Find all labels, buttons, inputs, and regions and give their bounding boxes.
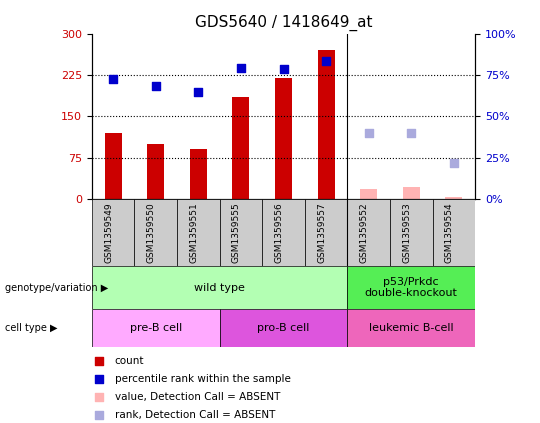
Point (194, 88, 202, 95)
Bar (275, 78, 292, 199)
Point (279, 66, 288, 72)
Text: cell type ▶: cell type ▶ (5, 323, 58, 333)
FancyBboxPatch shape (92, 199, 134, 266)
Text: GSM1359549: GSM1359549 (104, 202, 113, 263)
Text: GSM1359553: GSM1359553 (402, 202, 411, 263)
Point (237, 65, 245, 72)
Bar (318, 50, 335, 199)
Point (95, 412, 104, 419)
Text: rank, Detection Call = ABSENT: rank, Detection Call = ABSENT (115, 410, 275, 420)
Bar (360, 189, 377, 199)
Text: count: count (115, 356, 144, 366)
Text: GSM1359554: GSM1359554 (445, 202, 454, 263)
Point (95, 394, 104, 401)
Text: value, Detection Call = ABSENT: value, Detection Call = ABSENT (115, 392, 280, 402)
Point (364, 129, 373, 136)
Bar (232, 97, 249, 199)
FancyBboxPatch shape (92, 266, 347, 309)
FancyBboxPatch shape (433, 199, 475, 266)
Text: GSM1359551: GSM1359551 (190, 202, 198, 263)
Text: GSM1359557: GSM1359557 (317, 202, 326, 263)
Point (95, 376, 104, 383)
Title: GDS5640 / 1418649_at: GDS5640 / 1418649_at (195, 15, 372, 31)
FancyBboxPatch shape (220, 309, 347, 347)
FancyBboxPatch shape (262, 199, 305, 266)
Point (322, 58, 330, 65)
Point (151, 83, 160, 90)
Bar (147, 144, 164, 199)
FancyBboxPatch shape (347, 309, 475, 347)
FancyBboxPatch shape (347, 199, 390, 266)
Text: GSM1359552: GSM1359552 (360, 202, 369, 263)
FancyBboxPatch shape (305, 199, 347, 266)
Bar (446, 197, 462, 199)
Text: leukemic B-cell: leukemic B-cell (369, 323, 454, 333)
FancyBboxPatch shape (390, 199, 433, 266)
Text: GSM1359550: GSM1359550 (147, 202, 156, 263)
Text: p53/Prkdc
double-knockout: p53/Prkdc double-knockout (365, 277, 458, 299)
FancyBboxPatch shape (220, 199, 262, 266)
Bar (190, 149, 207, 199)
Text: percentile rank within the sample: percentile rank within the sample (115, 374, 291, 384)
Bar (105, 133, 122, 199)
FancyBboxPatch shape (177, 199, 220, 266)
Text: GSM1359556: GSM1359556 (274, 202, 284, 263)
FancyBboxPatch shape (134, 199, 177, 266)
Text: GSM1359555: GSM1359555 (232, 202, 241, 263)
Text: genotype/variation ▶: genotype/variation ▶ (5, 283, 109, 293)
Point (95, 358, 104, 365)
Text: pro-B cell: pro-B cell (258, 323, 309, 333)
Text: pre-B cell: pre-B cell (130, 323, 182, 333)
Point (450, 160, 458, 167)
Point (407, 129, 416, 136)
FancyBboxPatch shape (92, 309, 220, 347)
Text: wild type: wild type (194, 283, 245, 293)
Point (109, 76, 117, 82)
FancyBboxPatch shape (347, 266, 475, 309)
Bar (403, 187, 420, 199)
